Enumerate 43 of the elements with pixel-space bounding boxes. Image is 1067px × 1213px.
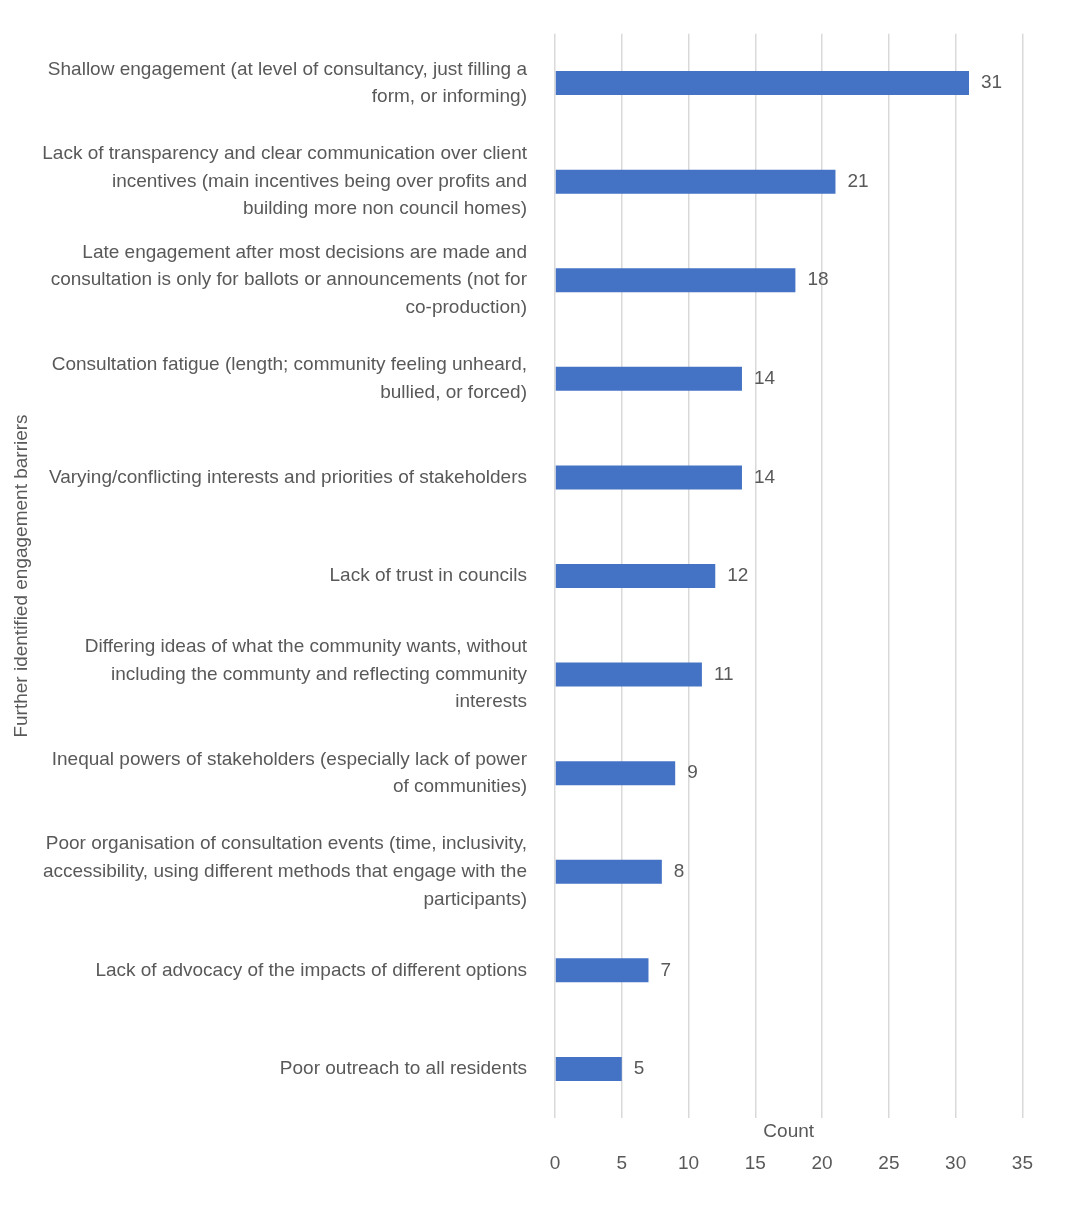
bar [555,859,662,884]
data-label: 21 [847,169,869,191]
bar [555,761,676,786]
data-label: 12 [727,564,749,586]
y-tick-label: Lack of trust in councils [329,564,527,586]
x-tick-label: 20 [811,1151,833,1173]
x-tick-label: 5 [616,1151,628,1173]
data-label: 31 [981,71,1003,93]
data-label: 7 [660,958,672,980]
y-tick-label: Lack of advocacy of the impacts of different options [95,958,527,980]
bar [555,958,649,983]
bar [555,366,742,391]
x-axis-title: Count [763,1120,815,1142]
x-tick-label: 35 [1011,1151,1033,1173]
data-label: 11 [713,662,734,684]
x-tick-label: 15 [744,1151,766,1173]
y-tick-label: Lack of transparency and clear communication over client incentives (main incentives being over profits and building more non council homes) [42,142,528,219]
x-tick-label: 0 [549,1151,561,1173]
data-label: 14 [753,465,776,487]
x-tick-label: 25 [878,1151,900,1173]
bar [555,268,796,293]
bar [555,71,970,96]
x-tick-label: 30 [945,1151,967,1173]
data-label: 8 [673,859,685,881]
y-tick-label: Differing ideas of what the community wants, without including the communty and reflecting community interests [84,635,528,712]
y-tick-label: Varying/conflicting interests and priorities of stakeholders [48,465,527,487]
y-tick-label: Shallow engagement (at level of consultancy, just filling a form, or informing) [47,57,528,107]
x-tick-label: 10 [677,1151,700,1173]
y-tick-label: Late engagement after most decisions are made and consultation is only for ballots or announcements (not for co-production) [50,240,528,318]
data-label: 18 [807,268,829,290]
data-label: 14 [753,367,776,389]
data-label: 9 [687,761,698,783]
bar [555,465,742,490]
y-tick-label: Consultation fatigue (length; community feeling unheard, bullied, or forced) [51,353,527,402]
y-axis-title: Further identified engagement barriers [9,414,31,738]
bar [555,1056,622,1081]
y-tick-label: Poor outreach to all residents [279,1057,527,1079]
y-tick-label: Inequal powers of stakeholders (especially lack of power of communities) [51,747,528,797]
y-tick-label: Poor organisation of consultation events (time, inclusivity, accessibility, using different methods that engage with the participants) [42,832,527,909]
bar [555,662,702,687]
data-label: 5 [633,1057,645,1079]
bar [555,169,836,194]
bar [555,563,716,588]
